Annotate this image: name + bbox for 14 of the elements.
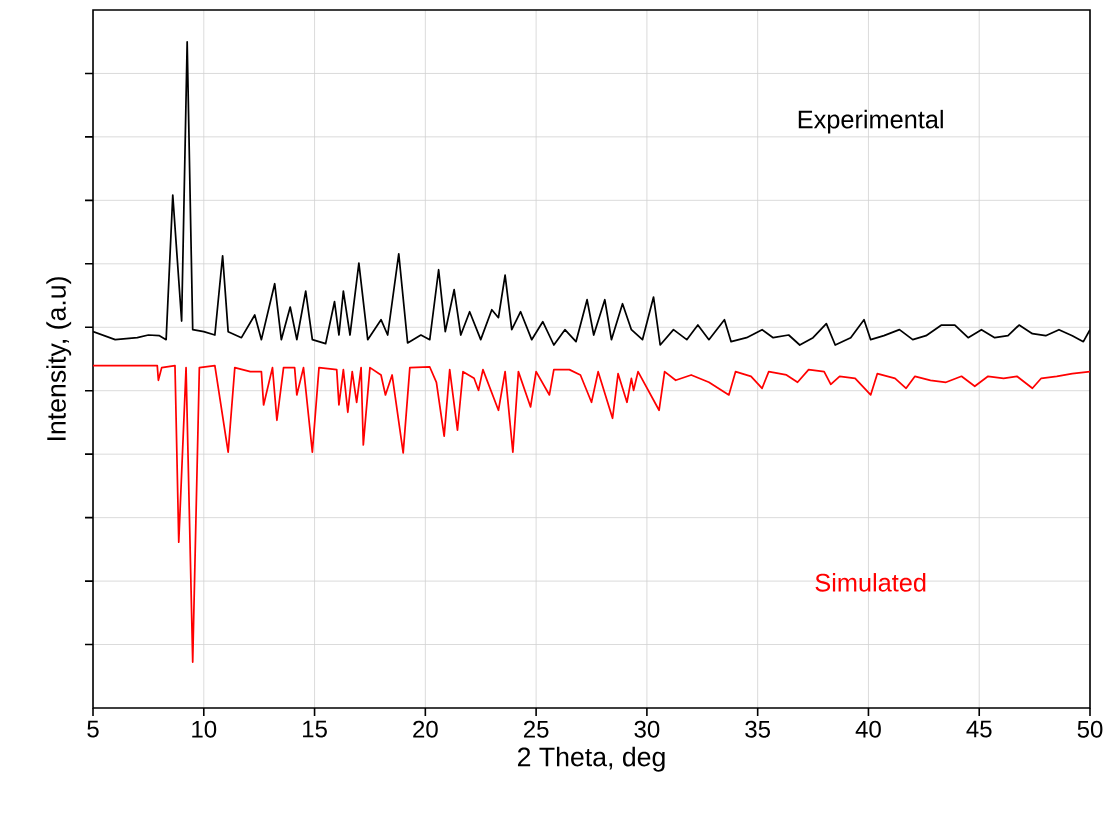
x-tick-label: 35 [745, 720, 770, 738]
x-tick-label: 30 [634, 720, 660, 738]
x-tick-label: 25 [523, 720, 549, 738]
text: Experimental [798, 109, 943, 134]
x-tick-label: 10 [192, 720, 217, 738]
x-tick-label: 20 [413, 720, 438, 738]
y-axis-title: Intensity, (a.u) [46, 277, 72, 441]
x-tick-label: 40 [855, 720, 881, 738]
x-tick-label: 50 [1077, 720, 1103, 738]
x-axis-title: 2 Theta, deg [517, 746, 665, 772]
x-tick-label: 45 [966, 720, 992, 738]
x-tick-label: 15 [303, 720, 327, 738]
text: Simulated [815, 573, 926, 592]
x-tick-label: 5 [87, 720, 99, 738]
